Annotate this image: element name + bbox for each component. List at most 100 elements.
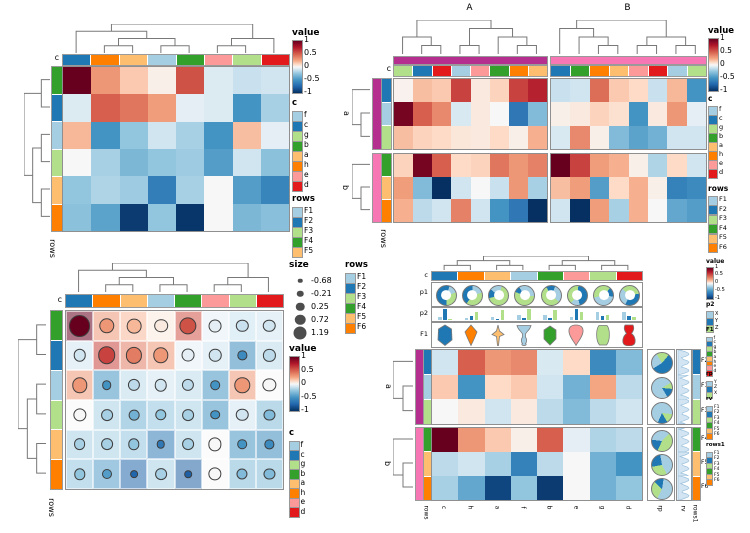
dot [263, 349, 276, 362]
dot [153, 347, 169, 364]
heatmap-cell [484, 428, 511, 452]
annotation-cell-a [609, 66, 628, 76]
annotation-cell-g [229, 295, 256, 307]
heatmap-cell [551, 102, 571, 126]
annotation-cell-h [458, 272, 484, 280]
col-annotation-c [65, 294, 284, 308]
annotation-cell-F4 [693, 428, 700, 452]
annotation-cell-h [509, 66, 528, 76]
annotation-cell-d [648, 66, 667, 76]
heatmap-cell [260, 203, 289, 231]
dot [98, 318, 115, 334]
legend-label-Z: Z [715, 324, 719, 331]
colorbar-tick: 0.5 [720, 45, 732, 55]
donut-chart [488, 284, 510, 306]
annotation-label-c: c [424, 271, 428, 279]
legend-title-value: value [706, 258, 725, 265]
col-label-g-text: g [598, 505, 606, 509]
annotation-cell-F6 [693, 476, 700, 500]
heatmap-cell [176, 203, 205, 231]
dot [73, 438, 86, 451]
row-annotation-b [381, 153, 392, 223]
heatmap-cell [551, 125, 571, 149]
heatmap-cell [260, 67, 289, 95]
dot [126, 318, 142, 334]
donut-hole [598, 290, 609, 300]
legend-label-F1: F1 [357, 272, 367, 282]
colorbar-tick: -0.5 [715, 286, 725, 293]
heatmap-cell [119, 94, 148, 122]
heatmap-cell [510, 350, 537, 375]
bar-group [432, 308, 458, 321]
heatmap-cell [432, 399, 459, 424]
annotation-cell-F2 [424, 350, 431, 374]
heatmap-cell [147, 176, 176, 204]
column-dendrogram-A [402, 20, 537, 54]
legend-label-F6: F6 [357, 322, 367, 332]
heatmap-cell [563, 374, 590, 400]
donut-hole [519, 290, 530, 300]
dot [154, 378, 168, 392]
size-legend-dot [293, 300, 307, 313]
dot-heatmap-cell [66, 399, 94, 430]
dot [208, 467, 222, 481]
donut-chart [566, 284, 588, 306]
heatmap-cell [527, 176, 547, 200]
bar-X [543, 315, 547, 320]
dot [297, 278, 303, 283]
legend-label-F5: F5 [714, 472, 720, 478]
right-row-label: F4 [701, 435, 709, 442]
heatmap-cell [232, 67, 261, 95]
column-dendrogram [75, 24, 275, 53]
annotation-cell-f [668, 66, 687, 76]
legend-label-F5: F5 [719, 233, 727, 242]
row-axis-label: rows [377, 224, 389, 252]
heatmap-cell [119, 121, 148, 149]
violin-glyph-barrel2 [543, 325, 557, 346]
dot [237, 350, 247, 361]
colorbar-tick: 1 [715, 263, 719, 270]
dot [296, 290, 304, 297]
heatmap-cell [667, 102, 687, 126]
legend-label-b: b [713, 349, 717, 355]
heatmap-cell [609, 102, 629, 126]
bar-X [517, 314, 521, 320]
heatmap-cell [628, 199, 648, 222]
donut-hole [467, 290, 478, 300]
annotation-cell-f [147, 295, 174, 307]
heatmap-cell [686, 102, 706, 126]
col-annotation-label: c [54, 53, 59, 62]
dot-heatmap-cell [255, 340, 283, 371]
heatmap-cell [508, 102, 528, 126]
annotation-label-p1: p1 [419, 288, 428, 296]
dot [128, 438, 140, 451]
size-legend-label: -0.21 [311, 288, 332, 298]
annotation-cell-b [537, 272, 563, 280]
legend-title-rp: rp [706, 371, 713, 377]
heatmap-cell [91, 67, 120, 95]
dot [156, 440, 166, 449]
legend-label-F5: F5 [714, 426, 720, 432]
col-label-e: e [570, 500, 580, 514]
heatmap-cell [589, 399, 616, 424]
row-group-label-b-text: b [341, 184, 351, 190]
col-label-b: b [544, 500, 554, 514]
dot-heatmap-cell [174, 311, 202, 341]
rv-strip-b [676, 427, 692, 501]
density-curve [677, 374, 690, 400]
legend-label-F2: F2 [719, 204, 727, 213]
heatmap-block-a [431, 349, 643, 425]
annotation-strip-F1 [431, 322, 643, 348]
legend-label-f: f [713, 335, 716, 341]
col-split-bar-B [550, 56, 707, 65]
row-axis-label-text: rows [47, 238, 57, 258]
legend-title-rv: rv [706, 396, 713, 402]
dot-heatmap-cell [174, 340, 202, 371]
colorbar [289, 356, 300, 412]
row-group-label-a: a [383, 377, 393, 395]
heatmap-cell [510, 428, 537, 452]
col-annotation-label: c [57, 295, 62, 304]
heatmap-cell [394, 176, 414, 200]
annotation-cell-F3 [51, 400, 62, 430]
